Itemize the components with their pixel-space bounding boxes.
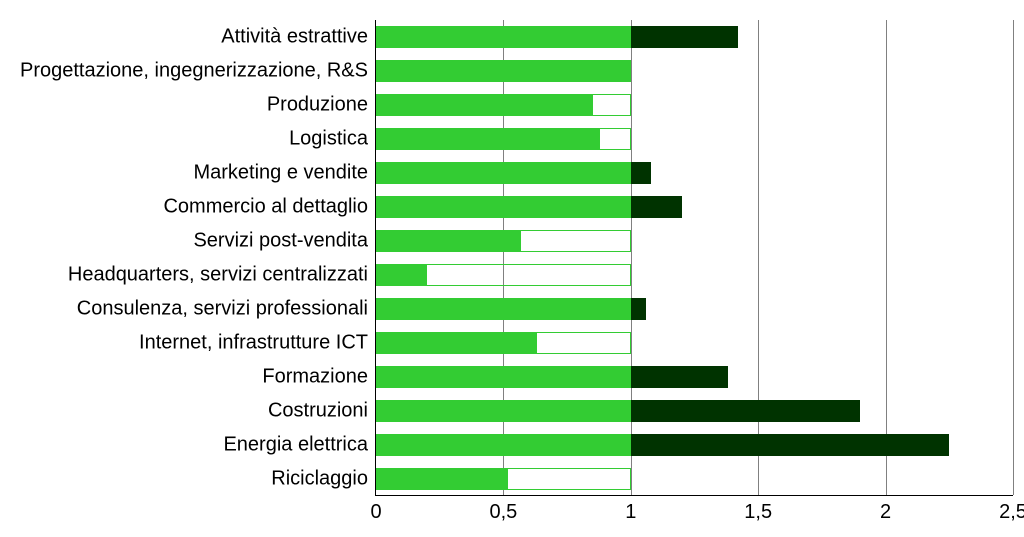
bar	[376, 468, 1013, 490]
chart-row: Consulenza, servizi professionali	[376, 292, 1013, 326]
chart-row: Attività estrattive	[376, 20, 1013, 54]
x-tick-label: 2,5	[999, 501, 1024, 524]
category-label: Formazione	[262, 365, 376, 388]
bar-segment-green	[376, 26, 631, 48]
chart-row: Marketing e vendite	[376, 156, 1013, 190]
category-label: Internet, infrastrutture ICT	[139, 331, 376, 354]
category-label: Consulenza, servizi professionali	[77, 297, 376, 320]
bar-segment-green	[376, 434, 631, 456]
bar-segment-dark	[631, 366, 728, 388]
bar	[376, 434, 1013, 456]
chart-row: Produzione	[376, 88, 1013, 122]
category-label: Riciclaggio	[271, 467, 376, 490]
chart-root: 00,511,522,5Attività estrattiveProgettaz…	[0, 0, 1024, 537]
category-label: Attività estrattive	[221, 25, 376, 48]
category-label: Servizi post-vendita	[193, 229, 376, 252]
category-label: Progettazione, ingegnerizzazione, R&S	[20, 59, 376, 82]
bar-segment-dark	[631, 196, 682, 218]
bar	[376, 26, 1013, 48]
bar	[376, 230, 1013, 252]
x-tick-label: 0	[370, 501, 381, 524]
chart-row: Commercio al dettaglio	[376, 190, 1013, 224]
chart-row: Servizi post-vendita	[376, 224, 1013, 258]
x-tick-label: 1	[625, 501, 636, 524]
bar	[376, 94, 1013, 116]
bar-segment-green	[376, 230, 521, 252]
bar	[376, 128, 1013, 150]
x-tick-label: 1,5	[744, 501, 772, 524]
category-label: Headquarters, servizi centralizzati	[68, 263, 376, 286]
bar	[376, 332, 1013, 354]
category-label: Produzione	[267, 93, 376, 116]
bar-segment-green	[376, 60, 631, 82]
chart-row: Costruzioni	[376, 394, 1013, 428]
bar	[376, 400, 1013, 422]
bar-segment-green	[376, 298, 631, 320]
chart-row: Logistica	[376, 122, 1013, 156]
category-label: Costruzioni	[268, 399, 376, 422]
bar-segment-dark	[631, 162, 651, 184]
bar-segment-green	[376, 196, 631, 218]
bar	[376, 162, 1013, 184]
category-label: Energia elettrica	[223, 433, 376, 456]
bar-segment-green	[376, 128, 600, 150]
category-label: Marketing e vendite	[193, 161, 376, 184]
gridline	[1013, 20, 1014, 495]
bar-segment-dark	[631, 298, 646, 320]
bar	[376, 196, 1013, 218]
bar-segment-dark	[631, 400, 860, 422]
chart-row: Formazione	[376, 360, 1013, 394]
bar	[376, 60, 1013, 82]
bar-segment-green	[376, 468, 508, 490]
bar-segment-green	[376, 332, 537, 354]
category-label: Logistica	[289, 127, 376, 150]
chart-row: Riciclaggio	[376, 462, 1013, 496]
chart-row: Internet, infrastrutture ICT	[376, 326, 1013, 360]
bar	[376, 264, 1013, 286]
bar-segment-green	[376, 366, 631, 388]
bar-segment-green	[376, 162, 631, 184]
x-tick-label: 0,5	[489, 501, 517, 524]
bar-segment-dark	[631, 26, 738, 48]
chart-row: Headquarters, servizi centralizzati	[376, 258, 1013, 292]
chart-row: Energia elettrica	[376, 428, 1013, 462]
x-tick-label: 2	[880, 501, 891, 524]
bar-segment-dark	[631, 434, 950, 456]
bar	[376, 366, 1013, 388]
bar-segment-green	[376, 94, 593, 116]
chart-row: Progettazione, ingegnerizzazione, R&S	[376, 54, 1013, 88]
plot-area: 00,511,522,5Attività estrattiveProgettaz…	[375, 20, 1013, 496]
category-label: Commercio al dettaglio	[163, 195, 376, 218]
bar-segment-green	[376, 400, 631, 422]
bar-segment-green	[376, 264, 427, 286]
bar	[376, 298, 1013, 320]
